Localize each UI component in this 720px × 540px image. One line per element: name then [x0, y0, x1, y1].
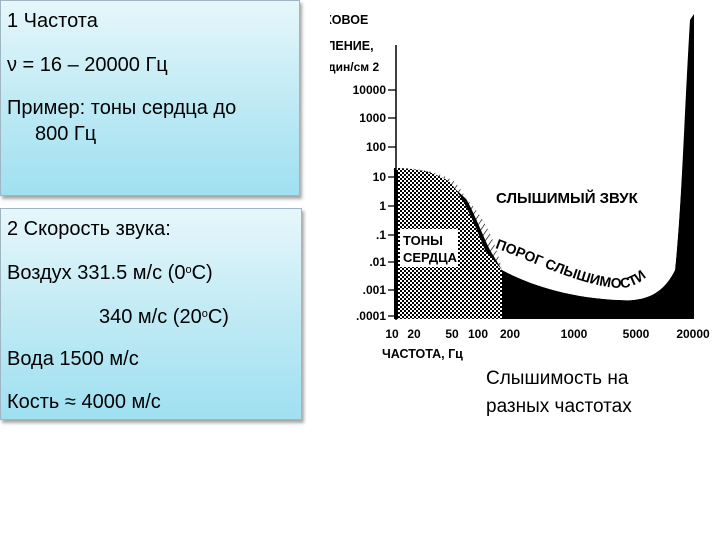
speed-air-0c: Воздух 331.5 м/с (0оС): [7, 262, 213, 284]
caption-line-1: Слышимость на: [486, 368, 629, 389]
y-tick-label: .0001: [356, 309, 386, 323]
x-tick-label: 200: [500, 327, 520, 341]
frequency-range: ν = 16 – 20000 Гц: [7, 54, 168, 76]
hatched-band: [394, 168, 502, 270]
speed-bone: Кость ≈ 4000 м/с: [7, 391, 161, 413]
heart-example: Пример: тоны сердца до: [7, 97, 237, 119]
y-axis-label-1: ЗВУКОВОЕ: [330, 13, 368, 27]
y-tick-label: 1: [379, 199, 386, 213]
speed-water: Вода 1500 м/с: [7, 348, 139, 370]
heart-example-value: 800 Гц: [35, 123, 97, 145]
y-axis-label-2: ДАВЛЕНИЕ,: [330, 39, 374, 53]
heart-sounds-label-2: СЕРДЦА: [403, 250, 458, 265]
y-tick-label: 10: [373, 170, 387, 184]
y-tick-label: 1000: [359, 111, 386, 125]
x-tick-label: 100: [468, 327, 488, 341]
audible-area: [394, 6, 688, 301]
x-tick-label: 1000: [561, 327, 588, 341]
sound-speed-panel: 2 Скорость звука: Воздух 331.5 м/с (0оС)…: [0, 208, 302, 420]
frequency-heading: 1 Частота: [7, 10, 98, 32]
y-tick-label: .01: [369, 255, 386, 269]
speed-air-20c: 340 м/с (20оС): [99, 306, 229, 328]
x-tick-label: 50: [445, 327, 459, 341]
audible-sound-label: СЛЫШИМЫЙ ЗВУК: [496, 189, 639, 207]
x-tick-label: 20000: [676, 327, 710, 341]
y-tick-label: 10000: [353, 83, 387, 97]
frequency-panel: 1 Частота ν = 16 – 20000 Гц Пример: тоны…: [0, 0, 300, 196]
y-tick-label: .001: [363, 283, 387, 297]
caption-line-2: разных частотах: [486, 396, 632, 417]
x-tick-label: 5000: [623, 327, 650, 341]
x-axis-label: ЧАСТОТА, Гц: [382, 347, 463, 361]
heart-sounds-label-1: ТОНЫ: [403, 233, 443, 248]
audibility-chart: 10000 1000 100 10 1 .1 .01 .001 .0001 10 20 50 100 2…: [330, 6, 710, 361]
sound-speed-heading: 2 Скорость звука:: [7, 218, 171, 240]
y-tick-label: .1: [376, 228, 386, 242]
x-tick-label: 20: [407, 327, 421, 341]
y-axis-label-3: дин/см 2: [330, 60, 379, 74]
y-tick-label: 100: [366, 140, 386, 154]
x-tick-label: 10: [385, 327, 399, 341]
